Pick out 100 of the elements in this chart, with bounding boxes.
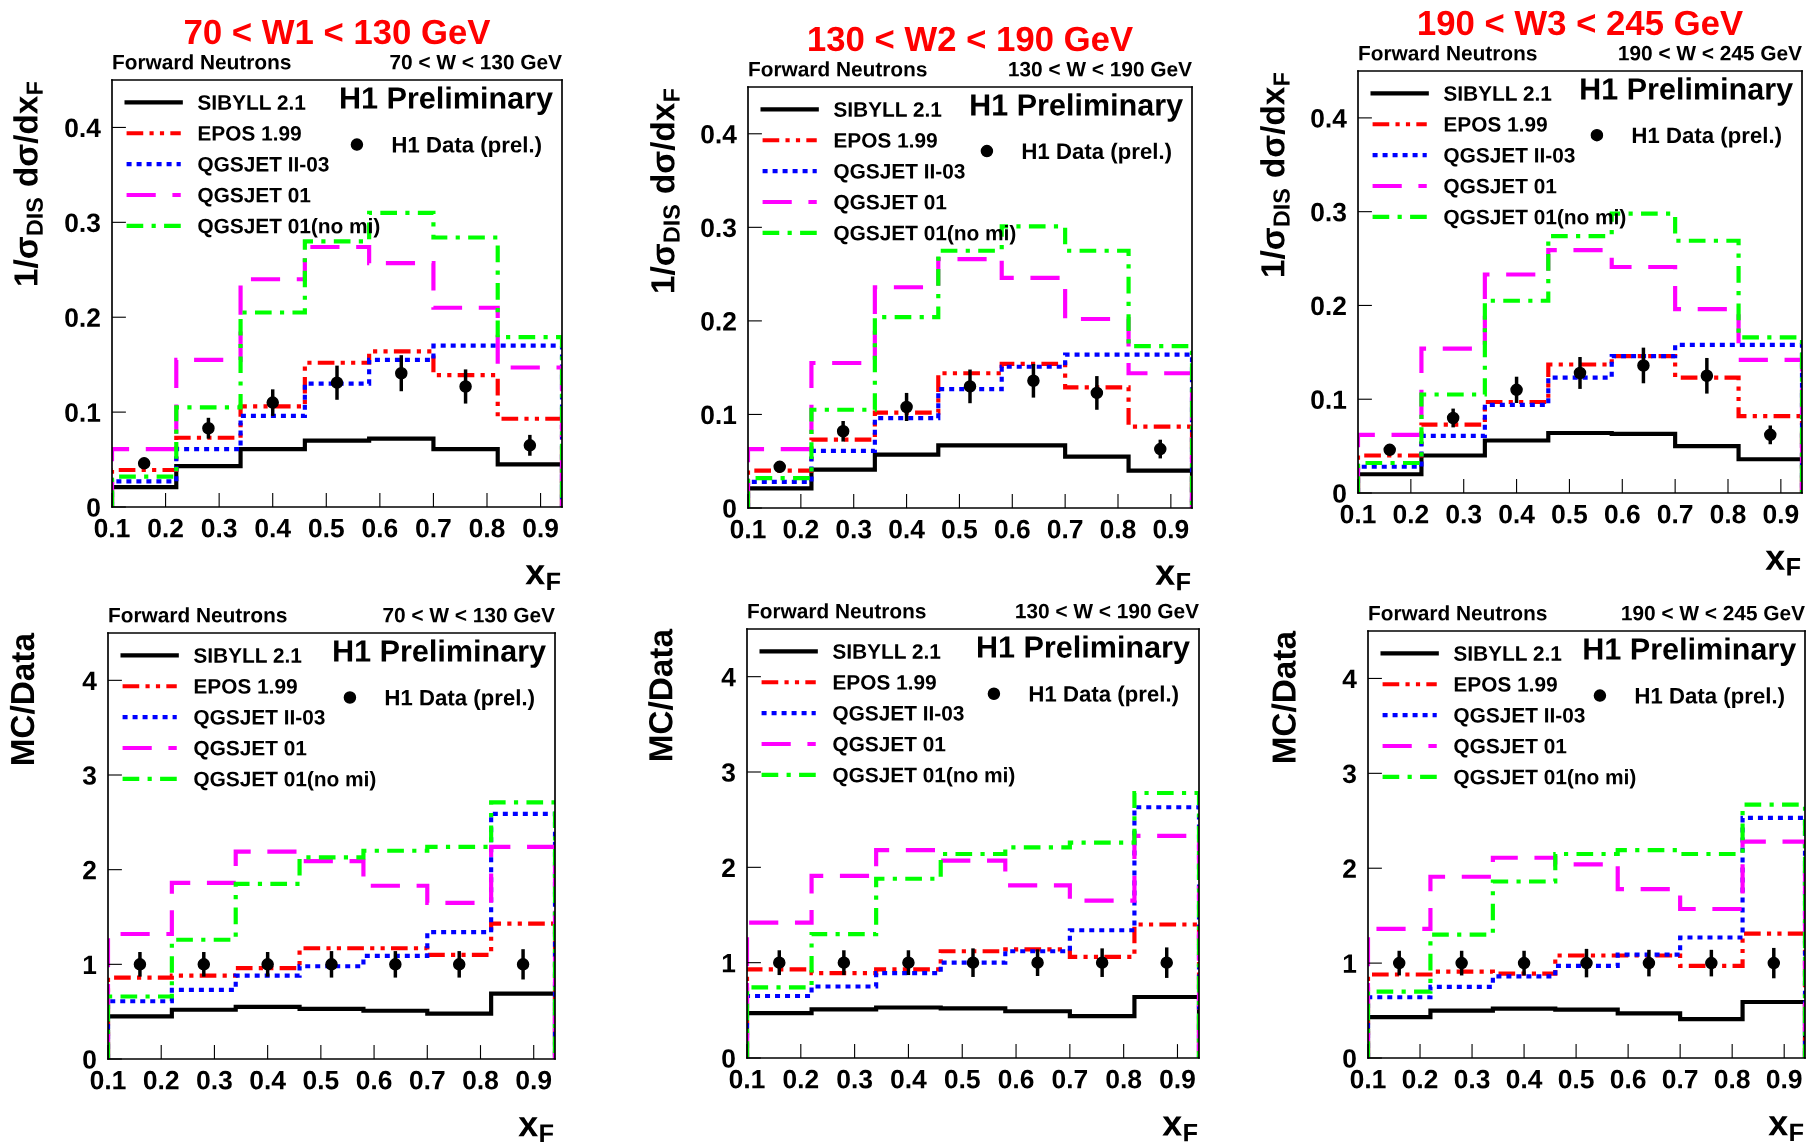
point (1090, 386, 1104, 400)
legend-label: QGSJET 01(no mi) (833, 767, 1015, 787)
x-tick-label: 0.4 (255, 518, 291, 538)
x-tick-label: 0.4 (1499, 504, 1535, 524)
y-tick-label: 4 (1342, 669, 1357, 689)
x-tick-label: 0.7 (1662, 1069, 1698, 1089)
annotation: H1 Preliminary (341, 86, 553, 115)
x-axis-title: x$_{F}$ (1765, 550, 1801, 576)
x-axis-title: x$_{F}$ (525, 565, 561, 591)
chart-title: 130 < W2 < 190 GeV (809, 26, 1133, 52)
y-tick-label: 4 (721, 668, 736, 687)
legend-label: SIBYLL 2.1 (1444, 86, 1552, 101)
x-tick-label: 0.7 (1052, 1069, 1088, 1089)
y-axis-title: MC/Data (1271, 630, 1297, 763)
x-tick-label: 0.4 (1506, 1069, 1543, 1089)
text: Forward Neutrons (109, 607, 287, 623)
point (202, 421, 215, 435)
point (1154, 442, 1167, 456)
x-tick-label: 0.8 (1714, 1069, 1750, 1089)
annotation: H1 Preliminary (1581, 77, 1793, 106)
text: 70 < W < 130 GeV (390, 54, 562, 70)
x-tick-label: 0.9 (1763, 504, 1799, 524)
x-tick-label: 0.4 (250, 1070, 286, 1090)
y-tick-label: 3 (1342, 764, 1356, 784)
text: 130 < W < 190 GeV (1009, 61, 1192, 77)
x-tick-label: 0.3 (837, 1069, 873, 1089)
x-axis-title: x$_{F}$ (518, 1117, 554, 1142)
x-tick-label: 0.2 (143, 1070, 179, 1090)
legend-label: EPOS 1.99 (1454, 677, 1557, 692)
legend-label: SIBYLL 2.1 (1454, 646, 1562, 661)
legend-label: QGSJET 01(no mi) (834, 225, 1016, 245)
text: Forward Neutrons (1369, 605, 1547, 621)
legend-label: QGSJET 01 (194, 740, 307, 760)
y-tick-label: 2 (722, 858, 735, 877)
legend-label: SIBYLL 2.1 (833, 644, 941, 659)
point (395, 366, 408, 380)
point (1700, 369, 1714, 383)
x-tick-label: 0.3 (1446, 504, 1482, 524)
x-tick-label: 0.4 (889, 519, 925, 539)
annotation: H1 Preliminary (971, 93, 1183, 122)
x-tick-label: 0.6 (356, 1070, 392, 1090)
x-tick-label: 0.6 (362, 518, 398, 538)
x-axis-title: x$_{F}$ (1155, 565, 1191, 591)
x-tick-label: 0.6 (1604, 504, 1640, 524)
point (963, 380, 977, 393)
y-tick-label: 0.1 (1311, 390, 1347, 410)
legend-label: QGSJET II-03 (1454, 707, 1585, 727)
y-axis-title: MC/Data (648, 628, 673, 761)
legend-label: H1 Data (prel.) (1632, 126, 1781, 148)
x-tick-label: 0.5 (1552, 504, 1588, 524)
x-tick-label: 0.3 (197, 1070, 232, 1090)
legend-label: QGSJET 01(no mi) (1444, 209, 1626, 229)
legend-label: EPOS 1.99 (1444, 117, 1547, 132)
y-tick-label: 2 (83, 860, 96, 880)
x-tick-label: 0.7 (416, 518, 451, 538)
x-tick-label: 0.2 (783, 519, 819, 539)
point (1446, 411, 1460, 425)
x-tick-label: 0.8 (1100, 519, 1136, 539)
legend-label: QGSJET II-03 (198, 156, 329, 176)
legend-label: EPOS 1.99 (833, 675, 936, 690)
x-tick-label: 0.7 (1657, 504, 1693, 524)
y-tick-label: 0 (722, 1049, 735, 1068)
y-tick-label: 3 (721, 763, 735, 782)
text: Forward Neutrons (113, 54, 291, 70)
x-tick-label: 0.9 (523, 518, 558, 538)
y-tick-label: 0.3 (65, 213, 100, 233)
legend-label: EPOS 1.99 (834, 133, 937, 148)
y-tick-label: 4 (82, 671, 97, 690)
point (266, 396, 279, 409)
chart-title: 70 < W1 < 130 GeV (185, 19, 491, 45)
y-tick-label: 0.1 (65, 403, 101, 422)
legend-label: QGSJET II-03 (833, 705, 964, 725)
text: 190 < W < 245 GeV (1622, 605, 1805, 621)
x-tick-label: 0.6 (994, 519, 1030, 539)
x-tick-label: 0.6 (998, 1069, 1034, 1089)
annotation: H1 Preliminary (978, 635, 1190, 664)
y-tick-label: 0.2 (1311, 296, 1346, 316)
y-tick-label: 1 (83, 955, 97, 974)
legend-label: H1 Data (prel.) (1029, 685, 1178, 707)
y-tick-label: 0.2 (701, 312, 736, 331)
y-tick-label: 0.3 (1311, 202, 1346, 222)
point (1764, 428, 1777, 442)
x-tick-label: 0.8 (1710, 504, 1746, 524)
annotation: H1 Preliminary (334, 639, 546, 668)
x-tick-label: 0.9 (1153, 519, 1189, 539)
y-tick-label: 0.3 (701, 218, 736, 238)
text: Forward Neutrons (1359, 45, 1537, 61)
y-tick-label: 0.2 (65, 308, 100, 328)
x-tick-label: 0.5 (942, 519, 978, 539)
x-tick-label: 0.7 (1047, 519, 1083, 539)
legend-label: QGSJET II-03 (834, 163, 965, 183)
x-tick-label: 0.9 (516, 1070, 552, 1090)
legend-label: EPOS 1.99 (194, 679, 297, 694)
y-tick-label: 0 (83, 1050, 96, 1069)
y-tick-label: 0.1 (701, 405, 737, 425)
x-tick-label: 0.6 (1610, 1069, 1646, 1089)
x-tick-label: 0.4 (891, 1069, 927, 1089)
y-tick-label: 0 (1343, 1049, 1356, 1068)
x-axis-title: x$_{F}$ (1768, 1116, 1804, 1142)
text: 190 < W < 245 GeV (1619, 45, 1802, 61)
